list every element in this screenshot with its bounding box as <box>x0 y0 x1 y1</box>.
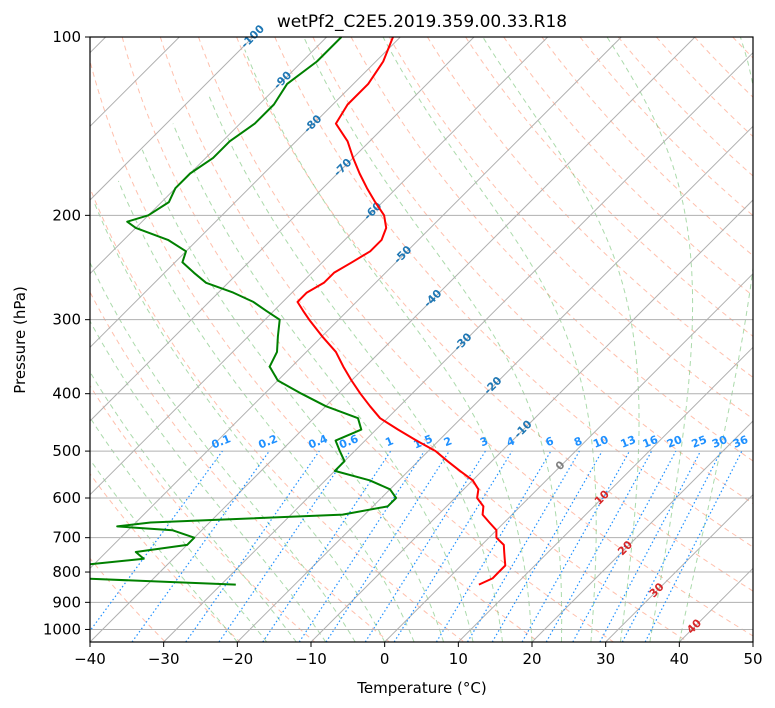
y-axis-label: Pressure (hPa) <box>11 286 29 394</box>
y-axis: 100 200 300 400 500 600 700 800 900 1000 <box>43 28 90 638</box>
dry-adiabat <box>90 384 316 642</box>
x-tick-label: 30 <box>596 650 615 668</box>
x-tick-label: 20 <box>522 650 541 668</box>
moist-adiabat <box>90 458 238 642</box>
mixing-ratio-label: 30 <box>710 433 729 451</box>
series-line-0 <box>296 37 507 586</box>
isotherm-line <box>236 125 753 642</box>
dry-adiabat <box>198 37 753 637</box>
moist-adiabat <box>244 49 533 642</box>
moist-adiabat <box>482 37 640 642</box>
isotherm-line <box>310 199 753 642</box>
x-tick-label: 10 <box>449 650 468 668</box>
isotherm-line <box>90 37 401 349</box>
mixing-ratio-line <box>393 450 513 642</box>
mixing-ratio-line <box>435 450 552 642</box>
mixing-ratio-label: 25 <box>690 433 709 451</box>
mixing-ratio-line <box>364 450 486 642</box>
isotherm-line <box>531 420 753 642</box>
mixing-ratio-label: 8 <box>572 434 584 449</box>
y-tick-label: 700 <box>52 529 81 547</box>
mixing-ratio-line <box>491 450 603 642</box>
series-line-1 <box>90 37 398 586</box>
moist-adiabat <box>93 201 386 642</box>
mixing-ratio-label: 1 <box>383 434 395 449</box>
y-tick-label: 800 <box>52 563 81 581</box>
isotherm-line <box>90 37 328 275</box>
mixing-ratio-line <box>466 450 580 642</box>
y-tick-label: 300 <box>52 311 81 329</box>
y-tick-label: 900 <box>52 593 81 611</box>
dry-adiabat <box>617 37 753 177</box>
mixing-ratio-label: 10 <box>591 433 610 451</box>
isotherm-line <box>605 493 753 642</box>
isotherm-line <box>457 346 753 642</box>
mixing-ratio-label: 16 <box>641 433 660 451</box>
mixing-ratio-line <box>572 450 677 642</box>
y-tick-label: 500 <box>52 442 81 460</box>
moist-adiabat <box>303 37 563 642</box>
mixing-ratio-label: 3 <box>478 434 490 449</box>
dry-adiabat <box>159 37 689 642</box>
mixing-ratio-line <box>218 450 351 642</box>
dry-adiabat <box>350 37 753 462</box>
x-tick-label: 50 <box>743 650 762 668</box>
isotherm-line <box>384 272 753 642</box>
dry-adiabat <box>388 37 753 420</box>
moist-adiabat <box>90 370 297 642</box>
dry-adiabat <box>274 37 753 548</box>
isotherm-line <box>163 51 753 642</box>
y-tick-label: 600 <box>52 489 81 507</box>
x-tick-label: 0 <box>380 650 390 668</box>
dry-adiabat <box>312 37 753 505</box>
background-lines <box>90 37 753 642</box>
x-tick-label: −40 <box>74 650 106 668</box>
moist-adiabat <box>606 37 694 642</box>
mixing-ratio-label: 20 <box>665 433 684 451</box>
x-tick-label: −30 <box>148 650 180 668</box>
y-tick-label: 200 <box>52 206 81 224</box>
dry-adiabat <box>90 59 540 642</box>
moist-adiabat <box>90 261 356 642</box>
x-tick-label: 40 <box>670 650 689 668</box>
mixing-ratio-line <box>545 450 653 642</box>
y-tick-label: 400 <box>52 385 81 403</box>
dry-adiabat <box>503 37 753 297</box>
x-tick-label: −20 <box>222 650 254 668</box>
isotherm-line <box>90 37 549 496</box>
mixing-ratio-label: 13 <box>619 433 638 451</box>
isotherm-line <box>90 37 622 570</box>
plot-frame <box>89 36 754 643</box>
x-tick-label: −10 <box>295 650 327 668</box>
x-axis: −40 −30 −20 −10 0 10 20 30 40 50 <box>74 642 763 668</box>
moist-adiabat <box>382 37 597 642</box>
moist-adiabat <box>141 149 445 642</box>
mixing-ratio-label: 36 <box>731 433 750 451</box>
mixing-ratio-line <box>185 450 320 642</box>
isotherm-line <box>90 37 254 201</box>
chart-title: wetPf2_C2E5.2019.359.00.33.R18 <box>277 12 567 32</box>
dry-adiabat <box>90 186 465 642</box>
y-tick-label: 1000 <box>43 620 81 638</box>
isotherm-line <box>90 37 475 422</box>
moist-adiabat <box>90 320 327 642</box>
mixing-ratio-label: 2 <box>442 434 454 449</box>
mixing-ratio-line <box>325 450 450 642</box>
y-tick-label: 100 <box>52 28 81 46</box>
series-layer <box>90 37 507 586</box>
x-axis-label: Temperature (°C) <box>356 679 486 697</box>
mixing-ratio-line <box>521 450 631 642</box>
dry-adiabat <box>236 37 753 592</box>
moist-adiabat <box>117 180 415 642</box>
